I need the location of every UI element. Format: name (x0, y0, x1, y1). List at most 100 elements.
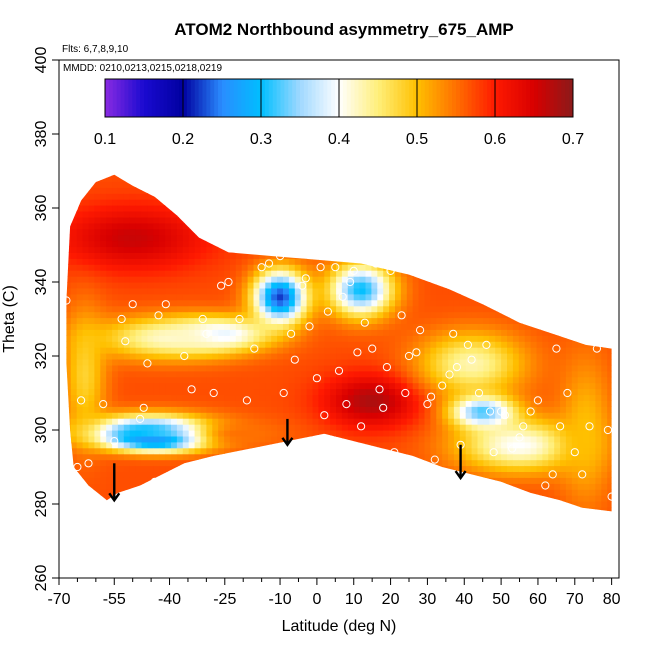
heatmap-cell (400, 459, 408, 467)
heatmap-cell (141, 323, 148, 330)
heatmap-cell (117, 299, 125, 307)
heatmap-cell (312, 465, 319, 472)
heatmap-cell (495, 181, 502, 188)
heatmap-cell (224, 311, 231, 319)
heatmap-cell (141, 293, 148, 301)
heatmap-cell (400, 353, 408, 360)
heatmap-cell (454, 513, 461, 520)
heatmap-cell (412, 234, 420, 242)
heatmap-cell (129, 412, 137, 419)
heatmap-cell (495, 240, 502, 248)
heatmap-cell (200, 382, 207, 390)
heatmap-cell (294, 418, 302, 425)
heatmap-cell (253, 175, 260, 182)
heatmap-cell (371, 211, 378, 218)
heatmap-cell (412, 441, 420, 449)
heatmap-cell (436, 293, 443, 301)
heatmap-cell (100, 211, 107, 218)
heatmap-cell (277, 370, 284, 378)
heatmap-cell (59, 471, 66, 478)
heatmap-cell (94, 187, 101, 194)
heatmap-cell (70, 329, 78, 336)
heatmap-cell (253, 501, 260, 508)
heatmap-cell (442, 418, 449, 425)
heatmap-cell (141, 388, 148, 396)
heatmap-cell (294, 406, 302, 413)
heatmap-cell (341, 483, 349, 490)
heatmap-cell (507, 181, 514, 188)
heatmap-cell (253, 228, 260, 236)
heatmap-cell (159, 471, 166, 478)
heatmap-cell (430, 222, 437, 230)
heatmap-cell (371, 441, 378, 449)
heatmap-cell (383, 305, 390, 313)
heatmap-cell (465, 507, 473, 512)
heatmap-cell (430, 311, 437, 319)
heatmap-cell (176, 370, 184, 378)
heatmap-cell (353, 430, 361, 437)
heatmap-cell (253, 246, 260, 253)
heatmap-cell (165, 501, 172, 508)
heatmap-cell (448, 329, 455, 336)
heatmap-cell (406, 329, 414, 336)
heatmap-cell (135, 293, 143, 301)
heatmap-cell (141, 382, 148, 390)
heatmap-cell (412, 406, 420, 413)
heatmap-cell (70, 347, 78, 354)
heatmap-cell (277, 483, 284, 490)
heatmap-cell (135, 382, 143, 390)
heatmap-cell (106, 435, 113, 443)
heatmap-cell (277, 329, 284, 336)
heatmap-cell (59, 513, 66, 520)
heatmap-cell (383, 435, 390, 443)
heatmap-cell (300, 205, 308, 212)
heatmap-cell (377, 376, 384, 384)
heatmap-cell (247, 211, 255, 218)
heatmap-cell (141, 175, 148, 182)
heatmap-cell (465, 270, 473, 277)
heatmap-cell (507, 376, 514, 384)
heatmap-cell (377, 234, 384, 242)
heatmap-cell (112, 406, 119, 413)
heatmap-cell (288, 193, 296, 200)
heatmap-cell (94, 193, 101, 200)
heatmap-cell (283, 353, 290, 360)
heatmap-cell (171, 205, 178, 212)
heatmap-cell (283, 193, 290, 200)
heatmap-cell (359, 174, 367, 176)
heatmap-cell (147, 193, 154, 200)
heatmap-cell (112, 418, 119, 425)
heatmap-cell (259, 435, 266, 443)
heatmap-cell (471, 211, 479, 218)
heatmap-cell (135, 323, 143, 330)
heatmap-cell (489, 329, 496, 336)
heatmap-cell (123, 276, 131, 283)
heatmap-cell (359, 187, 367, 194)
heatmap-cell (200, 252, 207, 259)
heatmap-cell (312, 353, 319, 360)
heatmap-cell (407, 164, 414, 171)
heatmap-cell (377, 477, 384, 484)
heatmap-cell (159, 513, 166, 520)
heatmap-cell (247, 299, 255, 307)
heatmap-cell (336, 287, 343, 295)
heatmap-cell (153, 495, 160, 502)
heatmap-cell (341, 453, 349, 461)
heatmap-cell (330, 181, 337, 188)
heatmap-cell (153, 335, 160, 342)
heatmap-cell (512, 430, 520, 437)
heatmap-cell (283, 453, 290, 461)
heatmap-cell (465, 364, 473, 372)
heatmap-cell (88, 501, 95, 508)
heatmap-cell (371, 394, 378, 401)
heatmap-cell (489, 495, 496, 502)
heatmap-cell (419, 164, 426, 171)
heatmap-cell (430, 270, 437, 277)
heatmap-cell (283, 335, 290, 342)
heatmap-cell (507, 193, 514, 200)
heatmap-cell (360, 513, 367, 520)
heatmap-cell (318, 382, 325, 390)
heatmap-cell (288, 335, 296, 342)
heatmap-cell (489, 299, 496, 307)
heatmap-cell (165, 435, 172, 443)
